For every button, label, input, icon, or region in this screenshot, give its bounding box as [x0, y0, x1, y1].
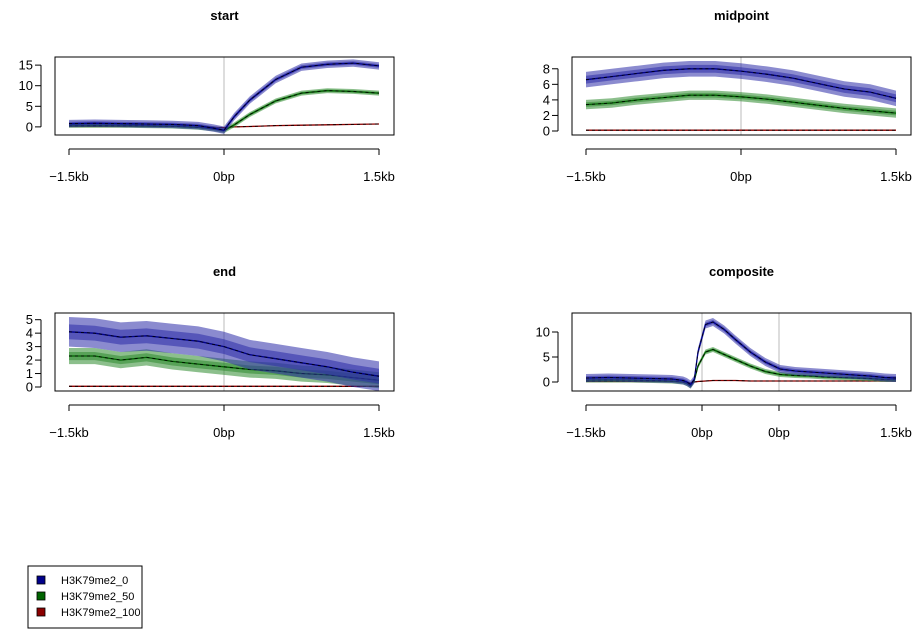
x-tick-label-3-3: 1.5kb — [880, 425, 912, 440]
band-3-1-1 — [586, 348, 896, 388]
y-tick-label-3-0: 0 — [543, 375, 550, 390]
panel-title-0: start — [210, 8, 239, 23]
legend-label-0: H3K79me2_0 — [61, 575, 128, 587]
band-0-0-0 — [69, 59, 379, 134]
x-tick-label-3-2: 0bp — [768, 425, 790, 440]
y-tick-label-0-3: 15 — [19, 58, 33, 73]
legend-item-1: H3K79me2_50 — [36, 591, 134, 603]
y-tick-label-1-3: 6 — [543, 77, 550, 92]
plot-frame-3 — [571, 312, 912, 392]
y-tick-label-1-4: 8 — [543, 61, 550, 76]
y-tick-label-0-0: 0 — [26, 119, 33, 134]
y-tick-label-2-4: 4 — [26, 326, 33, 341]
legend-item-2: H3K79me2_100 — [36, 607, 141, 619]
legend-item-0: H3K79me2_0 — [36, 575, 128, 587]
panel-title-2: end — [213, 264, 236, 279]
y-tick-label-2-5: 5 — [26, 312, 33, 327]
plot-area-3 — [585, 313, 897, 391]
x-axis-0: −1.5kb 0bp 1.5kb — [49, 148, 395, 184]
series-dash-2-0 — [68, 331, 380, 377]
panel-3: composite 0 5 10 −1.5kb 0bp 0bp 1.5kb — [536, 264, 912, 440]
y-tick-label-3-1: 5 — [543, 350, 550, 365]
series-dash-3-0 — [585, 321, 897, 386]
y-tick-label-1-1: 2 — [543, 108, 550, 123]
legend-label-2: H3K79me2_100 — [61, 607, 141, 619]
series-dash-0-0 — [68, 62, 380, 131]
plot-area-1 — [585, 57, 897, 135]
y-tick-label-0-2: 10 — [19, 78, 33, 93]
band-3-1-0 — [586, 347, 896, 389]
series-dash-1-1 — [585, 94, 897, 114]
x-tick-label-3-0: −1.5kb — [566, 425, 605, 440]
y-tick-label-2-1: 1 — [26, 366, 33, 381]
legend-swatch-0 — [36, 575, 46, 585]
y-tick-label-3-2: 10 — [536, 325, 550, 340]
y-tick-label-0-1: 5 — [26, 99, 33, 114]
x-tick-label-0-1: 0bp — [213, 169, 235, 184]
x-tick-label-0-0: −1.5kb — [49, 169, 88, 184]
band-1-1-1 — [586, 92, 896, 116]
panel-title-3: composite — [709, 264, 774, 279]
x-tick-label-1-1: 0bp — [730, 169, 752, 184]
band-0-1-0 — [69, 88, 379, 134]
legend-label-1: H3K79me2_50 — [61, 591, 134, 603]
x-tick-label-1-2: 1.5kb — [880, 169, 912, 184]
x-tick-label-0-2: 1.5kb — [363, 169, 395, 184]
series-dash-1-0 — [585, 68, 897, 99]
band-0-0-1 — [69, 61, 379, 133]
y-tick-label-1-2: 4 — [543, 92, 550, 107]
x-tick-label-1-0: −1.5kb — [566, 169, 605, 184]
band-1-0-1 — [586, 64, 896, 103]
panel-0: start 0 5 10 15 −1.5kb 0bp 1.5kb — [19, 8, 395, 184]
x-axis-3: −1.5kb 0bp 0bp 1.5kb — [566, 404, 912, 440]
x-tick-label-2-0: −1.5kb — [49, 425, 88, 440]
plot-area-0 — [68, 57, 380, 135]
x-tick-label-2-2: 1.5kb — [363, 425, 395, 440]
y-axis-0: 0 5 10 15 — [19, 58, 42, 134]
x-tick-label-3-1: 0bp — [691, 425, 713, 440]
y-tick-label-2-3: 3 — [26, 339, 33, 354]
plot-frame-0 — [54, 56, 395, 136]
legend-box — [27, 565, 143, 629]
legend-swatch-2 — [36, 607, 46, 617]
y-tick-label-2-2: 2 — [26, 353, 33, 368]
x-tick-label-2-1: 0bp — [213, 425, 235, 440]
x-axis-2: −1.5kb 0bp 1.5kb — [49, 404, 395, 440]
y-axis-3: 0 5 10 — [536, 325, 559, 390]
plot-area-2 — [68, 313, 380, 391]
legend-swatch-1 — [36, 591, 46, 601]
panel-title-1: midpoint — [714, 8, 770, 23]
plot-frame-1 — [571, 56, 912, 136]
y-tick-label-1-0: 0 — [543, 124, 550, 139]
plot-frame-2 — [54, 312, 395, 392]
band-3-0-1 — [586, 320, 896, 387]
x-axis-1: −1.5kb 0bp 1.5kb — [566, 148, 912, 184]
band-2-0-1 — [69, 324, 379, 384]
legend: H3K79me2_0 H3K79me2_50 H3K79me2_100 — [27, 565, 143, 629]
y-tick-label-2-0: 0 — [26, 380, 33, 395]
